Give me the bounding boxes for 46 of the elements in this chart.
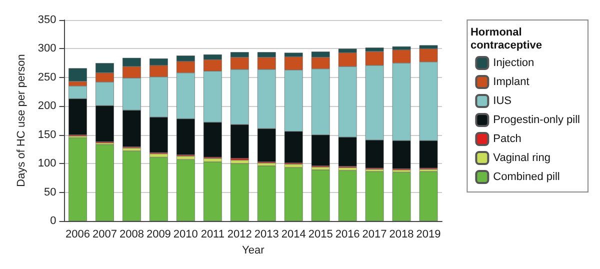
bar	[284, 168, 303, 221]
x-axis-title: Year	[242, 244, 265, 256]
y-tick-label: 250	[38, 71, 56, 84]
bar	[150, 157, 168, 221]
legend-label: IUS	[493, 95, 512, 107]
y-tick-label: 200	[38, 100, 56, 112]
x-tick-label: 2019	[416, 228, 441, 240]
x-tick-label: 2006	[66, 228, 90, 240]
x-tick-label: 2015	[308, 228, 333, 240]
x-tick-label: 2008	[119, 228, 144, 240]
legend-label: Patch	[493, 133, 522, 145]
x-tick-label: 2010	[173, 228, 198, 240]
bar	[68, 138, 87, 221]
x-tick-label: 2013	[254, 228, 279, 240]
bar	[176, 160, 195, 221]
bar	[392, 172, 411, 221]
bar	[122, 150, 141, 221]
x-tick-label: 2018	[389, 228, 414, 240]
y-tick-label: 0	[50, 215, 56, 227]
y-tick-label: 50	[44, 186, 56, 198]
y-tick-label: 350	[38, 14, 56, 26]
y-tick-label: 300	[38, 42, 56, 55]
bar	[338, 170, 357, 221]
x-tick-label: 2016	[335, 228, 360, 240]
bar	[96, 144, 114, 221]
x-tick-label: 2009	[146, 228, 171, 240]
bar	[311, 170, 330, 221]
x-tick-label: 2012	[227, 228, 252, 240]
x-tick-label: 2007	[92, 228, 117, 240]
bar	[365, 172, 384, 221]
legend-label: Injection	[493, 57, 534, 69]
x-tick-label: 2017	[362, 228, 387, 240]
legend-label: Progestin-only pill	[493, 114, 580, 126]
y-axis-title: Days of HC use per person	[16, 54, 28, 187]
bar	[257, 166, 276, 221]
bar	[419, 172, 438, 221]
bar	[230, 164, 249, 221]
y-tick-label: 100	[38, 158, 56, 170]
legend-title: Hormonal contraceptive	[470, 26, 542, 52]
x-tick-label: 2014	[281, 228, 306, 240]
legend-label: Vaginal ring	[493, 152, 550, 164]
x-tick-label: 2011	[200, 228, 224, 240]
legend-label: Combined pill	[493, 171, 560, 183]
legend-label: Implant	[493, 76, 530, 88]
bar	[203, 162, 222, 221]
y-tick-label: 150	[38, 128, 56, 141]
